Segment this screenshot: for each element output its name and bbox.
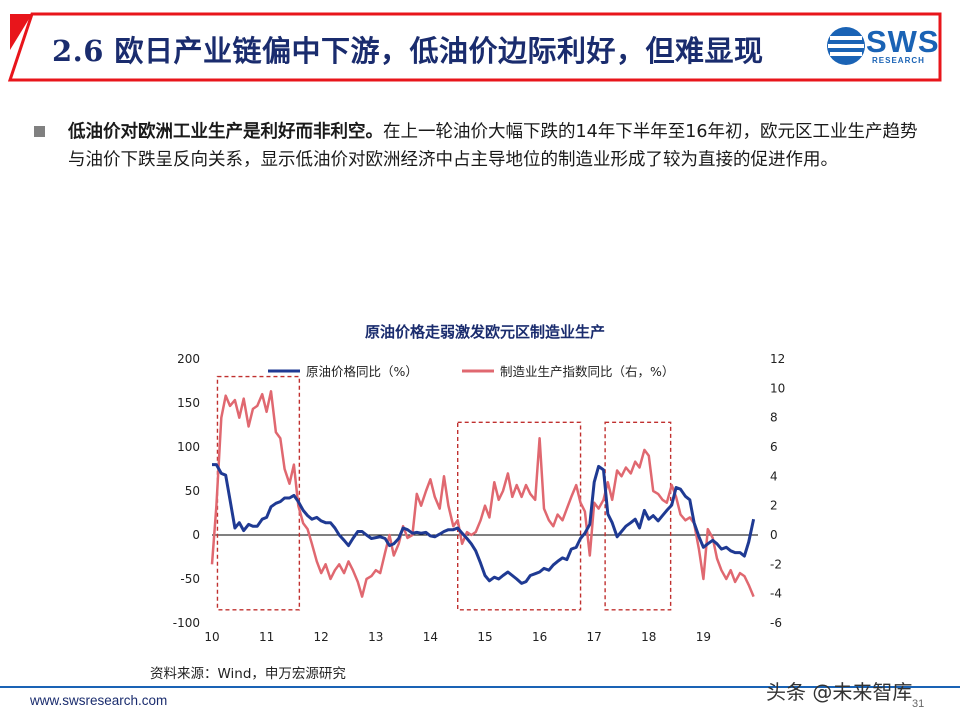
sws-logo: SWS RESEARCH: [826, 22, 946, 72]
y-right-tick-label: 6: [770, 440, 778, 454]
body-lead: 低油价对欧洲工业生产是利好而非利空。: [68, 122, 383, 142]
x-tick-label: 10: [204, 630, 219, 644]
y-right-tick-label: 2: [770, 499, 778, 513]
page-title: 2.6 欧日产业链偏中下游，低油价边际利好，但难显现: [52, 34, 764, 68]
title-bar-shape: [7, 12, 942, 82]
legend-label-manufacturing: 制造业生产指数同比（右，%）: [500, 364, 674, 379]
source-note: 资料来源：Wind，申万宏源研究: [150, 666, 346, 682]
bullet-square: [34, 126, 45, 137]
y-right-tick-label: 4: [770, 469, 778, 483]
y-right-tick-label: -6: [770, 616, 782, 630]
series-line-manufacturing: [210, 390, 755, 598]
y-right-tick-label: -2: [770, 557, 782, 571]
y-left-tick-label: 100: [177, 440, 200, 454]
logo-text: SWS: [866, 24, 940, 59]
sws-logo-icon: [827, 27, 865, 65]
title-bar: 2.6 欧日产业链偏中下游，低油价边际利好，但难显现 SWS RESEARCH: [0, 0, 960, 96]
y-right-tick-label: 10: [770, 381, 785, 395]
chart-title: 原油价格走弱激发欧元区制造业生产: [365, 323, 605, 341]
x-tick-label: 12: [314, 630, 329, 644]
y-right-tick-label: 12: [770, 352, 785, 366]
watermark: 头条 @未来智库: [766, 680, 913, 704]
x-tick-label: 11: [259, 630, 274, 644]
x-tick-label: 18: [641, 630, 656, 644]
body-paragraph: 低油价对欧洲工业生产是利好而非利空。在上一轮油价大幅下跌的14年下半年至16年初…: [68, 118, 928, 174]
y-left-tick-label: 0: [192, 528, 200, 542]
footer-url[interactable]: www.swsresearch.com: [30, 693, 168, 708]
x-tick-label: 13: [368, 630, 383, 644]
x-tick-label: 16: [532, 630, 547, 644]
body-text: 在上一轮油价大幅下跌的14年下半年至16年初，欧元区工业生产趋势与油价下跌呈反向…: [68, 122, 918, 170]
y-left-tick-label: -50: [180, 572, 200, 586]
y-right-tick-label: -4: [770, 587, 782, 601]
y-left-tick-label: 150: [177, 396, 200, 410]
legend-label-oil: 原油价格同比（%）: [306, 364, 418, 379]
y-left-tick-label: 50: [185, 484, 200, 498]
x-tick-label: 19: [696, 630, 711, 644]
y-right-tick-label: 0: [770, 528, 778, 542]
y-left-tick-label: -100: [173, 616, 200, 630]
footer-divider: [0, 686, 960, 688]
page-number: 31: [912, 698, 925, 710]
x-tick-label: 14: [423, 630, 438, 644]
x-tick-label: 15: [477, 630, 492, 644]
x-tick-label: 17: [587, 630, 602, 644]
logo-subtext: RESEARCH: [872, 56, 925, 65]
y-right-tick-label: 8: [770, 411, 778, 425]
y-left-tick-label: 200: [177, 352, 200, 366]
series-line-oil: [212, 463, 756, 585]
highlight-box: [457, 421, 582, 611]
